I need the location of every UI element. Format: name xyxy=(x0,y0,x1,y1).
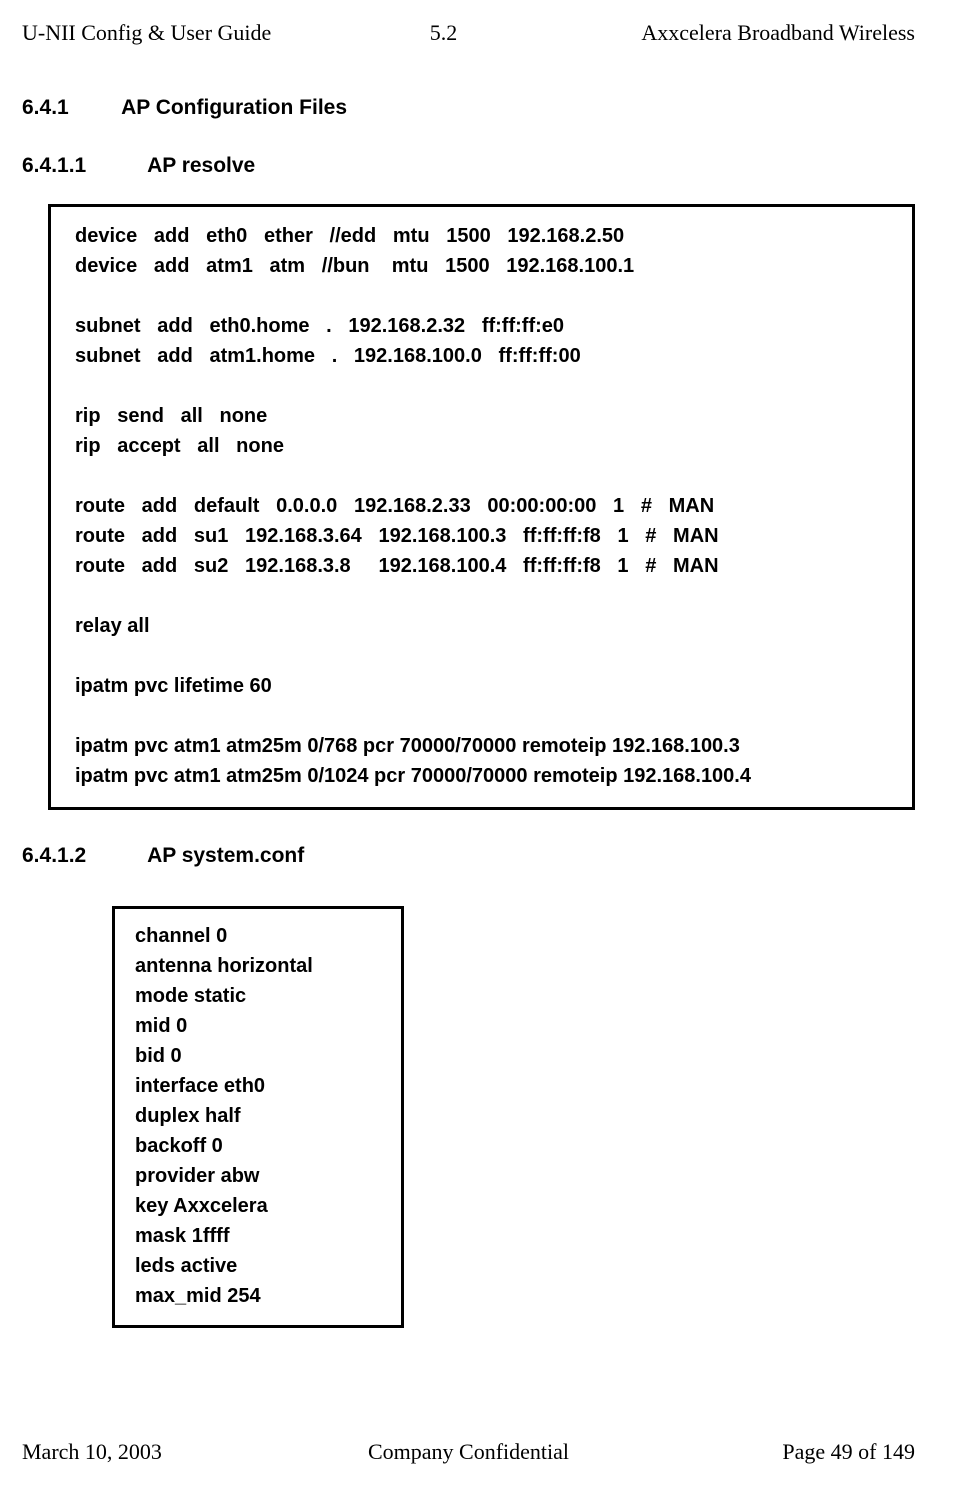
header-version: 5.2 xyxy=(430,20,458,46)
header-company: Axxcelera Broadband Wireless xyxy=(457,20,915,46)
footer-page-number: Page 49 of 149 xyxy=(569,1439,915,1465)
section-6411-heading: 6.4.1.1 AP resolve xyxy=(0,154,953,178)
page-footer: March 10, 2003 Company Confidential Page… xyxy=(0,1439,953,1465)
section-6412-number: 6.4.1.2 xyxy=(22,844,142,868)
header-doc-title: U-NII Config & User Guide xyxy=(22,20,480,46)
section-641-heading: 6.4.1 AP Configuration Files xyxy=(0,96,953,120)
ap-resolve-config-box: device add eth0 ether //edd mtu 1500 192… xyxy=(48,204,915,810)
section-6412-title: AP system.conf xyxy=(147,844,304,867)
footer-date: March 10, 2003 xyxy=(22,1439,368,1465)
ap-system-conf-box: channel 0 antenna horizontal mode static… xyxy=(112,906,404,1328)
section-641-title: AP Configuration Files xyxy=(121,96,347,119)
section-641-number: 6.4.1 xyxy=(22,96,116,120)
section-6412-heading: 6.4.1.2 AP system.conf xyxy=(0,844,953,868)
page-header: U-NII Config & User Guide 5.2 Axxcelera … xyxy=(0,0,953,56)
section-6411-title: AP resolve xyxy=(147,154,255,177)
footer-confidential: Company Confidential xyxy=(368,1439,569,1465)
section-6411-number: 6.4.1.1 xyxy=(22,154,142,178)
